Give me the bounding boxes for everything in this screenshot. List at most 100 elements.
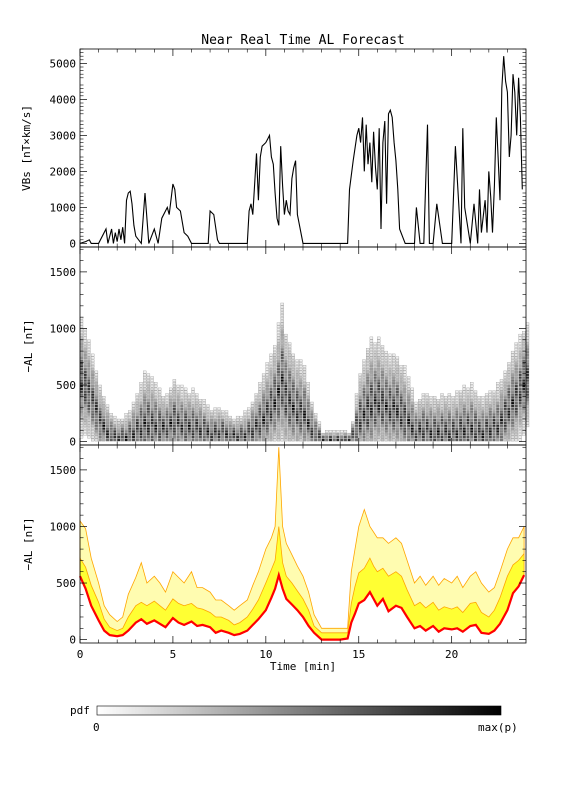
- pdf-cell: [213, 413, 217, 416]
- pdf-cell: [243, 427, 247, 430]
- pdf-cell: [154, 438, 158, 442]
- pdf-cell: [518, 359, 522, 363]
- pdf-cell: [135, 438, 139, 442]
- pdf-cell: [172, 396, 177, 399]
- pdf-cell: [499, 424, 504, 428]
- pdf-cell: [477, 413, 481, 416]
- pdf-cell: [94, 379, 99, 382]
- pdf-cell: [369, 430, 374, 433]
- pdf-cell: [373, 396, 377, 399]
- pdf-cell: [499, 415, 504, 419]
- pdf-cell: [414, 413, 418, 416]
- pdf-cell: [176, 384, 180, 388]
- pdf-cell: [366, 370, 370, 374]
- pdf-cell: [362, 367, 366, 371]
- pdf-cell: [366, 432, 370, 436]
- pdf-cell: [276, 322, 281, 326]
- pdf-cell: [380, 415, 385, 419]
- pdf-cell: [273, 438, 277, 442]
- pdf-cell: [287, 367, 292, 371]
- pdf-cell: [388, 421, 392, 425]
- pdf-cell: [522, 404, 526, 408]
- pdf-cell: [473, 430, 478, 433]
- pdf-cell: [522, 401, 526, 405]
- pdf-cell: [525, 333, 530, 337]
- pdf-cell: [328, 430, 333, 433]
- pdf-cell: [384, 410, 388, 413]
- pdf-cell: [91, 359, 95, 363]
- pdf-cell: [273, 384, 277, 388]
- pdf-cell: [83, 331, 87, 334]
- pdf-cell: [209, 427, 214, 430]
- vbs-y-tick-label: 2000: [50, 165, 77, 178]
- pdf-cell: [224, 418, 229, 422]
- pdf-cell: [373, 424, 377, 428]
- pdf-cell: [287, 370, 292, 374]
- pdf-cell: [280, 322, 284, 326]
- pdf-cell: [79, 413, 84, 416]
- pdf-cell: [165, 418, 169, 422]
- pdf-cell: [403, 373, 407, 377]
- pdf-cell: [503, 401, 507, 405]
- pdf-cell: [518, 356, 522, 360]
- pdf-cell: [384, 399, 388, 402]
- pdf-cell: [518, 379, 522, 382]
- pdf-cell: [377, 379, 381, 382]
- pdf-cell: [146, 393, 151, 396]
- pdf-cell: [295, 396, 299, 399]
- pdf-cell: [258, 404, 262, 408]
- pdf-cell: [295, 430, 299, 433]
- pdf-cell: [458, 393, 463, 396]
- pdf-cell: [418, 427, 422, 430]
- pdf-cell: [406, 415, 411, 419]
- pdf-cell: [165, 432, 169, 436]
- pdf-cell: [466, 432, 470, 436]
- pdf-cell: [128, 430, 132, 433]
- pdf-cell: [139, 415, 143, 419]
- pdf-cell: [284, 438, 288, 442]
- pdf-cell: [102, 424, 106, 428]
- vbs-series-line: [79, 56, 523, 245]
- pdf-cell: [291, 379, 295, 382]
- pdf-cell: [143, 382, 147, 385]
- pdf-cell: [131, 430, 136, 433]
- pdf-cell: [269, 370, 273, 374]
- pdf-cell: [488, 421, 492, 425]
- pdf-cell: [380, 384, 385, 388]
- pdf-cell: [518, 370, 522, 374]
- pdf-cell: [399, 435, 403, 439]
- pdf-cell: [87, 367, 91, 371]
- pdf-cell: [291, 407, 295, 411]
- pdf-cell: [79, 367, 84, 371]
- pdf-cell: [373, 348, 377, 351]
- pdf-cell: [462, 404, 466, 408]
- pdf-cell: [94, 370, 99, 374]
- pdf-cell: [187, 432, 191, 436]
- pdf-cell: [351, 438, 355, 442]
- pdf-cell: [299, 407, 303, 411]
- pdf-cell: [525, 393, 530, 396]
- pdf-cell: [165, 430, 169, 433]
- pdf-cell: [470, 393, 474, 396]
- pdf-cell: [306, 384, 310, 388]
- pdf-cell: [135, 424, 139, 428]
- pdf-cell: [425, 410, 429, 413]
- pdf-cell: [488, 430, 492, 433]
- pdf-cell: [366, 384, 370, 388]
- pdf-cell: [488, 413, 492, 416]
- pdf-cell: [462, 427, 466, 430]
- pdf-cell: [496, 384, 500, 388]
- pdf-cell: [287, 404, 292, 408]
- pdf-cell: [410, 390, 414, 394]
- pdf-cell: [388, 401, 392, 405]
- pdf-cell: [280, 430, 284, 433]
- pdf-cell: [354, 430, 359, 433]
- pdf-cell: [384, 432, 388, 436]
- pdf-cell: [202, 407, 206, 411]
- pdf-cell: [191, 401, 195, 405]
- pdf-cell: [299, 415, 303, 419]
- pdf-cell: [180, 384, 184, 388]
- pdf-cell: [124, 421, 128, 425]
- pdf-cell: [295, 421, 299, 425]
- pdf-cell: [139, 404, 143, 408]
